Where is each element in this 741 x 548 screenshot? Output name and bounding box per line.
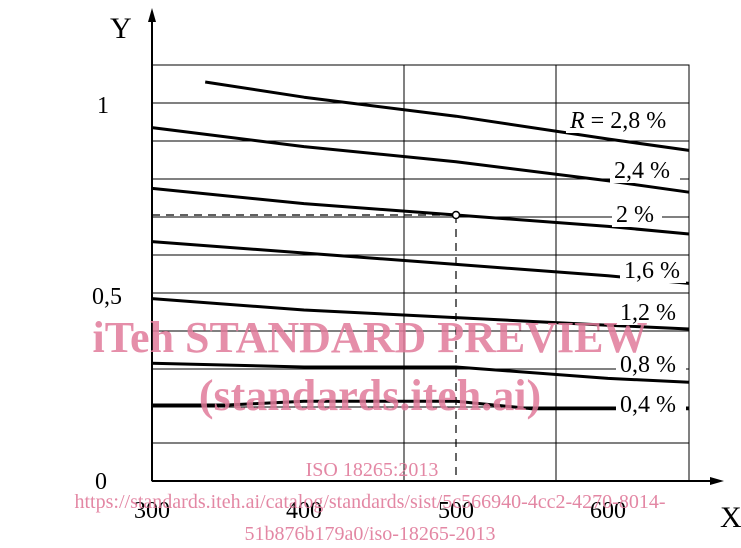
series-label: 2 %: [616, 202, 654, 228]
series-line: [151, 186, 690, 236]
series-label: 0,8 %: [620, 352, 676, 378]
x-axis-arrow: [710, 477, 724, 485]
x-tick-label: 500: [438, 498, 474, 524]
x-tick-label: 600: [590, 498, 626, 524]
series-label-bg: [616, 351, 686, 377]
series-line: [151, 240, 690, 285]
series-label-bg: [612, 201, 662, 227]
series-label-bg: [620, 257, 686, 283]
series-line: [151, 126, 690, 194]
watermark-title: iTeh STANDARD PREVIEW: [93, 313, 648, 362]
y-axis-label: Y: [110, 12, 132, 45]
watermark-subtitle: (standards.iteh.ai): [199, 371, 541, 420]
watermark: iTeh STANDARD PREVIEW (standards.iteh.ai)…: [75, 313, 666, 545]
y-tick-label: 0,5: [92, 284, 122, 310]
reference-lines: [152, 210, 461, 481]
series-label: R = 2,8 %: [569, 108, 666, 134]
series-label-bg: [616, 391, 686, 417]
series-line: [151, 361, 690, 384]
series-label: 1,6 %: [624, 258, 680, 284]
series-label: 1,2 %: [620, 300, 676, 326]
x-axis-label: X: [720, 501, 741, 534]
axes: Y X 300 400 500 600 0 0,5 1: [92, 8, 741, 534]
watermark-url: https://standards.iteh.ai/catalog/standa…: [75, 491, 666, 513]
y-tick-label: 0: [95, 469, 107, 495]
x-tick-label: 300: [134, 498, 170, 524]
series-label-bg: [610, 157, 680, 183]
series-label: 0,4 %: [620, 392, 676, 418]
watermark-iso: ISO 18265:2013: [306, 459, 439, 481]
series-label-bg: [616, 299, 682, 325]
y-tick-label: 1: [97, 93, 109, 119]
series-label: 2,4 %: [614, 158, 670, 184]
y-axis-arrow: [148, 8, 156, 22]
labels: R = 2,8 % 2,4 % 2 % 1,6 % 1,2 % 0,8 % 0,4 %: [566, 107, 686, 418]
series-label-bg: [566, 107, 678, 133]
reference-point: [451, 210, 461, 220]
series-line: [204, 80, 690, 152]
series-lines: [151, 80, 690, 411]
x-tick-label: 400: [286, 498, 322, 524]
watermark-url-2: 51b876b179a0/iso-18265-2013: [244, 523, 495, 545]
